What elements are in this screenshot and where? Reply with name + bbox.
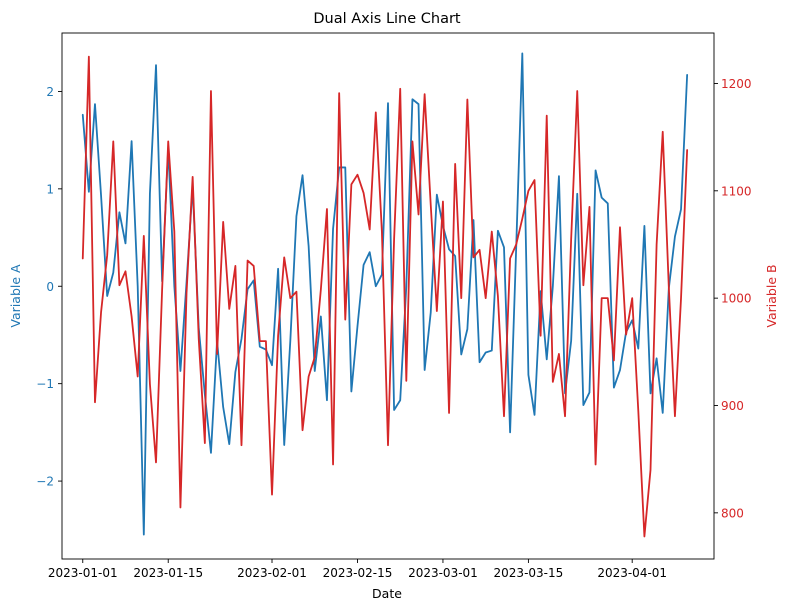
x-axis-label: Date xyxy=(372,586,402,601)
plot-lines xyxy=(81,52,689,538)
x-tick-label: 2023-01-15 xyxy=(133,566,203,580)
plot-frame xyxy=(61,32,715,560)
series-line-variable-a xyxy=(81,52,689,536)
y-left-tick-label: 2 xyxy=(46,85,54,99)
y-right-tick-label: 900 xyxy=(721,399,744,413)
x-tick-label: 2023-04-01 xyxy=(597,566,667,580)
y-right-tick-label: 1100 xyxy=(721,184,752,198)
y-left-tick-label: −2 xyxy=(36,475,54,489)
x-tick-label: 2023-02-15 xyxy=(323,566,393,580)
x-tick-label: 2023-03-15 xyxy=(494,566,564,580)
y-left-tick-label: 0 xyxy=(46,280,54,294)
y-right-tick-label: 1200 xyxy=(721,77,752,91)
y-left-tick-label: 1 xyxy=(46,182,54,196)
y-left-tick-label: −1 xyxy=(36,377,54,391)
y-right-tick-label: 1000 xyxy=(721,292,752,306)
y-left-axis-label: Variable A xyxy=(8,264,23,328)
x-tick-label: 2023-01-01 xyxy=(48,566,118,580)
x-tick-label: 2023-02-01 xyxy=(237,566,307,580)
x-tick-label: 2023-03-01 xyxy=(408,566,478,580)
chart-title: Dual Axis Line Chart xyxy=(313,11,461,27)
series-line-variable-b xyxy=(81,55,689,538)
x-axis-ticks: 2023-01-01 2023-01-15 2023-02-01 2023-02-15… xyxy=(48,559,667,580)
y-left-axis-ticks: −2 −1 0 1 2 xyxy=(36,85,62,489)
y-right-axis-label: Variable B xyxy=(764,264,779,327)
y-right-axis-ticks: 800 900 1000 1100 1200 xyxy=(714,77,752,520)
y-right-tick-label: 800 xyxy=(721,506,744,520)
